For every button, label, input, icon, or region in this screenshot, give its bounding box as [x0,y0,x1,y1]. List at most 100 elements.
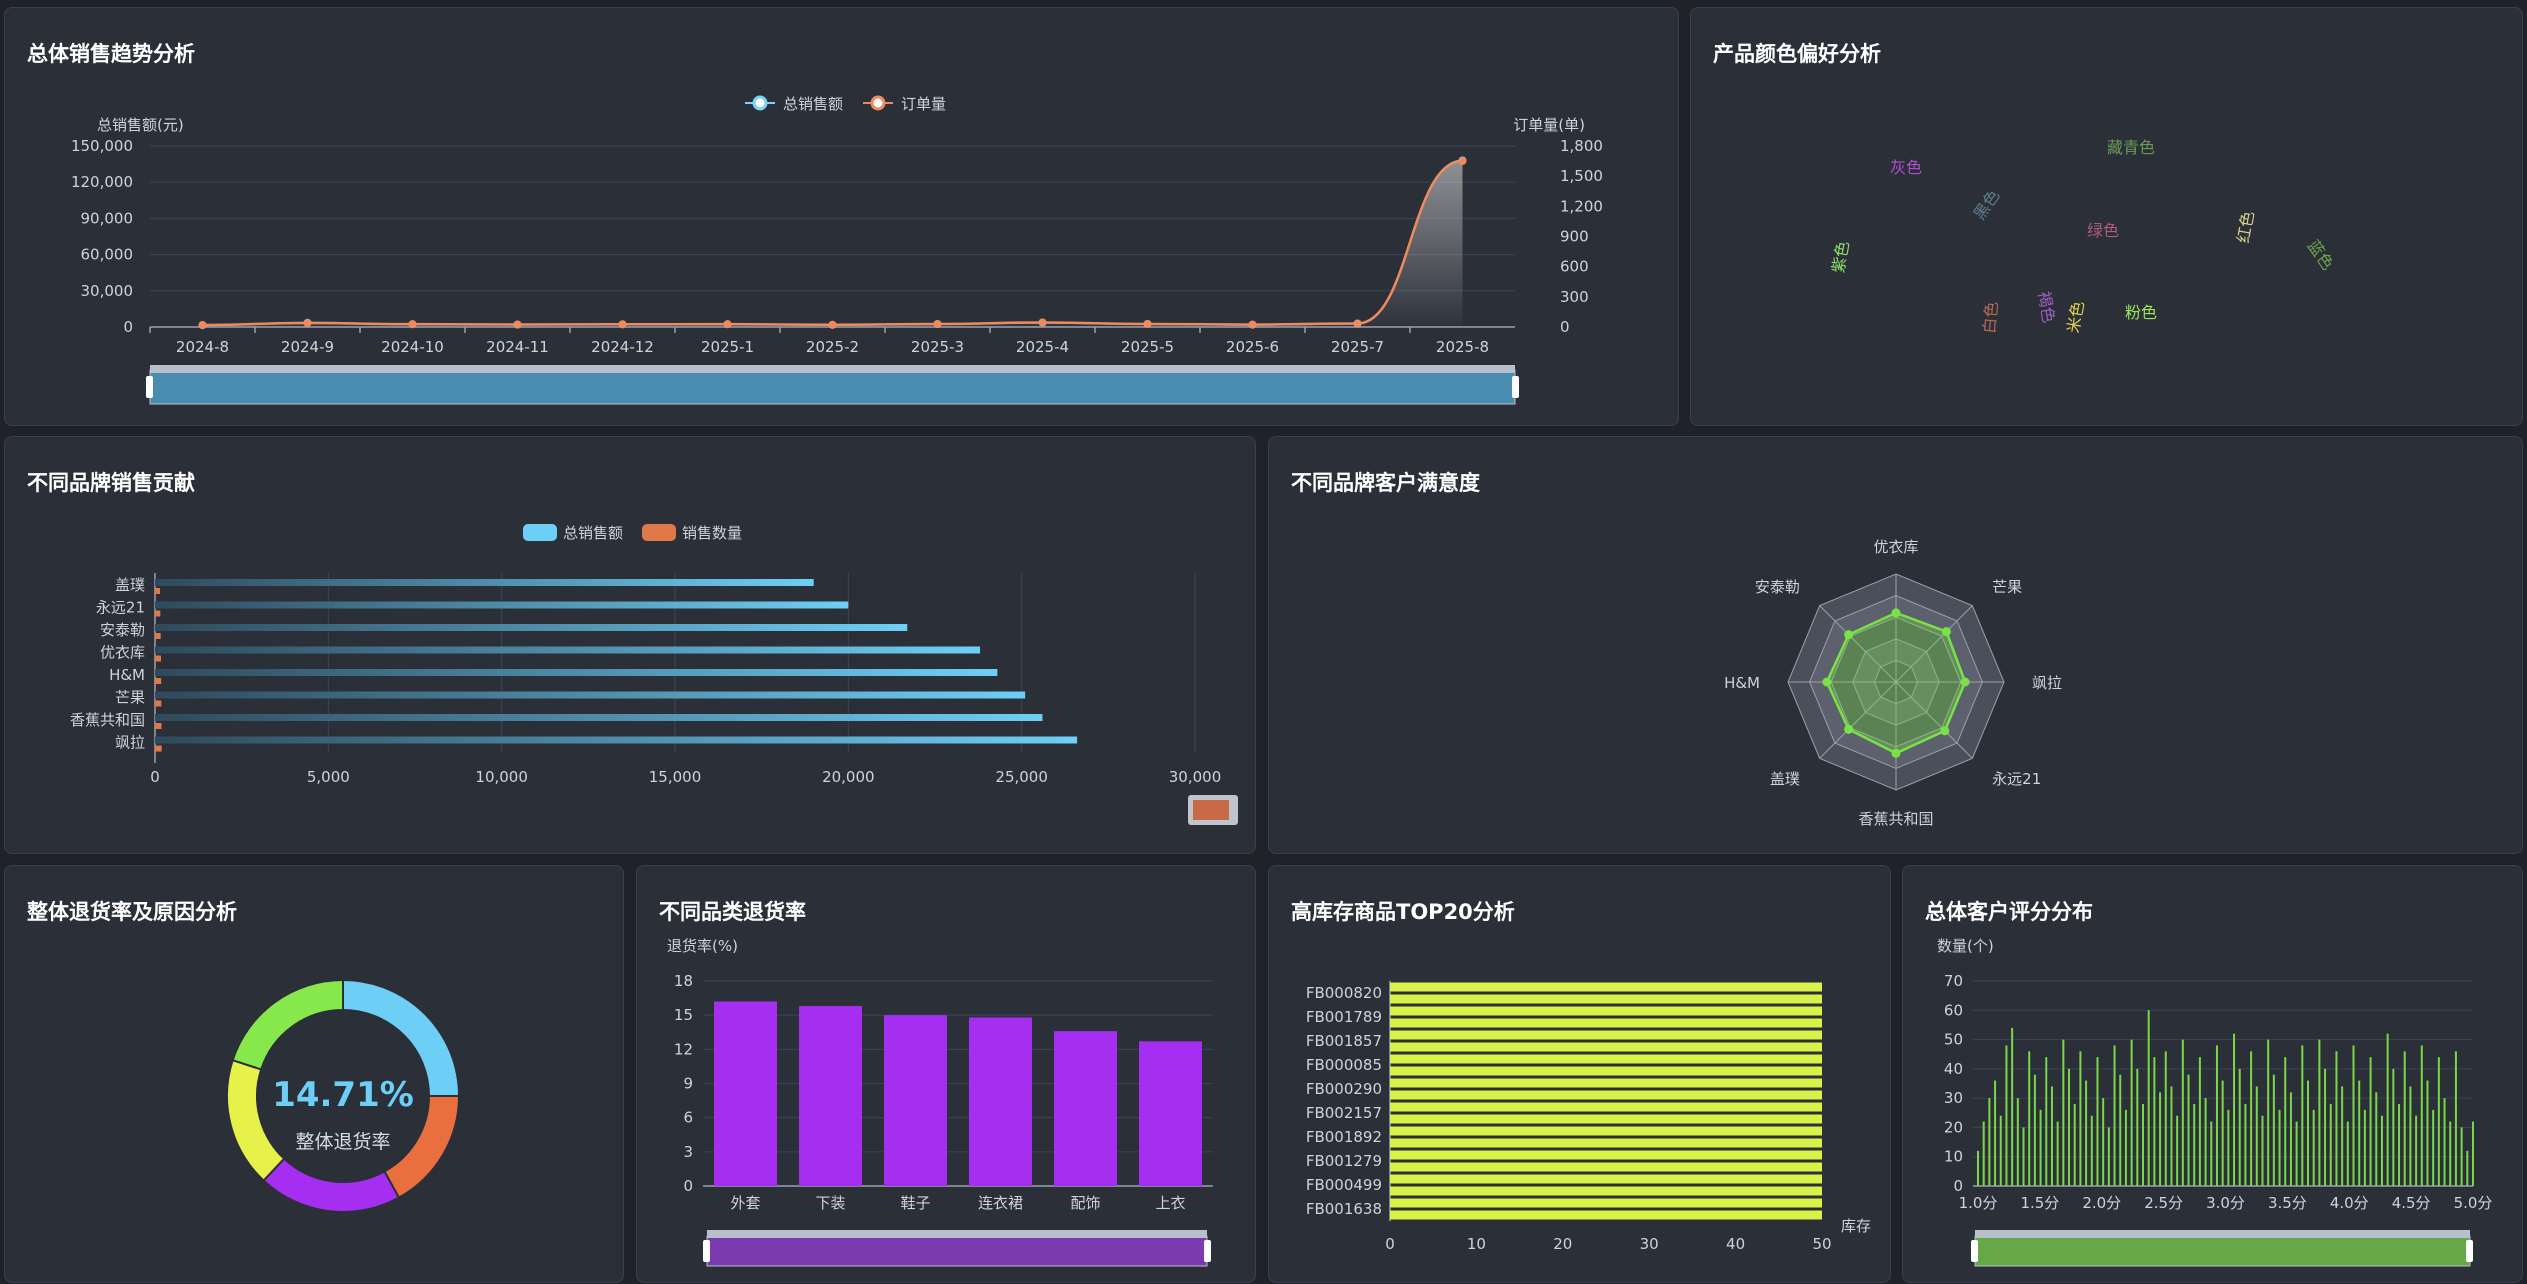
bar-sales[interactable] [155,579,814,586]
bar[interactable] [1390,1126,1822,1136]
zoom-handle-left[interactable] [1971,1240,1978,1262]
donut-slice[interactable] [262,1157,401,1213]
bar[interactable] [1390,1162,1822,1172]
bar[interactable] [2210,1121,2213,1186]
orders-point[interactable] [828,320,837,329]
bar[interactable] [2312,1109,2315,1186]
orders-point[interactable] [933,319,942,328]
bar[interactable] [1390,1078,1822,1088]
bar[interactable] [2437,1057,2440,1186]
bar[interactable] [1390,1030,1822,1040]
bar[interactable] [1994,1080,1997,1186]
bar[interactable] [2284,1057,2287,1186]
orders-point[interactable] [1038,318,1047,327]
bar[interactable] [2261,1115,2264,1186]
bar[interactable] [2392,1068,2395,1186]
bar[interactable] [2079,1051,2082,1186]
bar[interactable] [2130,1039,2133,1186]
bar[interactable] [2102,1098,2105,1186]
bar[interactable] [2164,1051,2167,1186]
bar[interactable] [2426,1080,2429,1186]
radar-point[interactable] [1844,724,1854,734]
bar[interactable] [2341,1086,2344,1186]
bar[interactable] [2136,1068,2139,1186]
bar[interactable] [799,1006,862,1186]
bar[interactable] [2056,1121,2059,1186]
bar[interactable] [1390,1066,1822,1076]
bar[interactable] [2033,1074,2036,1186]
bar[interactable] [2409,1086,2412,1186]
bar[interactable] [1999,1115,2002,1186]
bar[interactable] [2011,1027,2014,1186]
bar[interactable] [2289,1092,2292,1186]
bar[interactable] [1390,1102,1822,1112]
bar[interactable] [2073,1104,2076,1186]
bar[interactable] [2050,1086,2053,1186]
bar-qty[interactable] [155,745,162,752]
bar-qty[interactable] [155,678,162,684]
orders-point[interactable] [513,320,522,329]
bar[interactable] [1390,1042,1822,1052]
bar[interactable] [1390,1006,1822,1016]
donut-slice[interactable] [231,978,344,1071]
bar-sales[interactable] [155,714,1043,721]
bar[interactable] [2124,1109,2127,1186]
radar-point[interactable] [1941,627,1951,637]
bar[interactable] [2449,1121,2452,1186]
radar-point[interactable] [1844,630,1854,640]
bar[interactable] [2090,1115,2093,1186]
bar[interactable] [2403,1051,2406,1186]
bar[interactable] [2420,1045,2423,1186]
bar[interactable] [714,1001,777,1187]
bar[interactable] [2267,1039,2270,1186]
bar[interactable] [1390,1018,1822,1028]
radar-point[interactable] [1891,748,1901,758]
bar[interactable] [2415,1115,2418,1186]
bar-sales[interactable] [155,669,998,676]
orders-point[interactable] [723,320,732,329]
bar[interactable] [2119,1074,2122,1186]
bar[interactable] [2198,1057,2201,1186]
bar[interactable] [2142,1104,2144,1186]
bar[interactable] [2244,1104,2247,1186]
bar[interactable] [1982,1121,1985,1186]
bar[interactable] [2432,1109,2435,1186]
bar[interactable] [2062,1039,2065,1186]
bar[interactable] [1390,994,1822,1004]
bar[interactable] [2278,1109,2281,1186]
zoom-slider-bar[interactable] [1975,1230,2470,1238]
bar[interactable] [2272,1074,2275,1186]
radar-point[interactable] [1960,677,1970,687]
bar[interactable] [1390,1186,1822,1196]
bar[interactable] [2454,1051,2457,1186]
bar[interactable] [2398,1104,2401,1186]
zoom-handle-left[interactable] [146,376,153,398]
bar-qty[interactable] [155,633,161,639]
bar-qty[interactable] [155,655,161,662]
bar[interactable] [1390,1174,1822,1184]
bar[interactable] [2363,1109,2366,1186]
zoom-handle-right[interactable] [1512,376,1519,398]
bar[interactable] [1390,1198,1822,1208]
bar[interactable] [2221,1080,2224,1186]
bar[interactable] [1390,1054,1822,1064]
zoom-handle-right[interactable] [1204,1240,1211,1262]
bar[interactable] [2352,1045,2355,1186]
orders-point[interactable] [1248,320,1257,329]
bar[interactable] [1988,1098,1991,1186]
orders-point[interactable] [198,320,207,329]
bar[interactable] [1390,1210,1822,1220]
bar[interactable] [2039,1109,2042,1186]
bar[interactable] [2369,1057,2372,1186]
bar[interactable] [2335,1051,2338,1186]
bar[interactable] [2307,1080,2309,1186]
bar[interactable] [1390,982,1822,992]
bar[interactable] [2204,1098,2207,1186]
orders-point[interactable] [1458,157,1467,166]
legend-swatch[interactable] [523,524,557,541]
bar[interactable] [2113,1045,2116,1186]
orders-point[interactable] [618,320,627,329]
bar-qty[interactable] [155,700,162,707]
bar[interactable] [1390,1114,1822,1124]
bar[interactable] [2215,1045,2218,1186]
